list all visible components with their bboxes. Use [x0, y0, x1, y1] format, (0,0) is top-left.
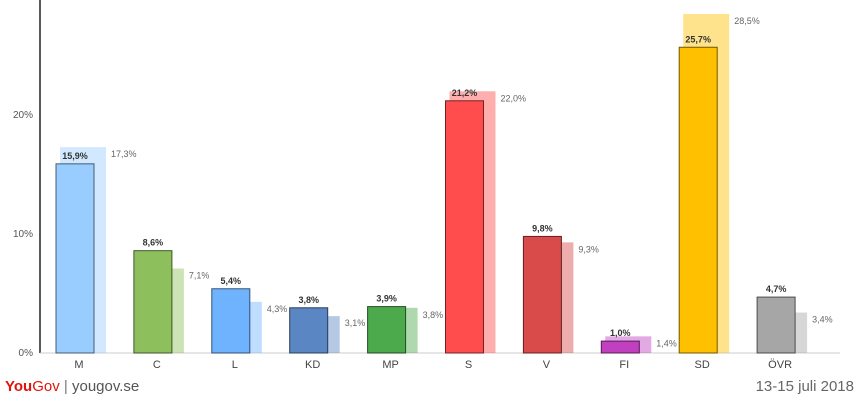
- bar-current-s: [445, 100, 484, 354]
- value-label-previous: 4,3%: [267, 304, 288, 314]
- value-label-current: 4,7%: [766, 284, 787, 294]
- bar-current-fi: [600, 340, 640, 354]
- category-label: M: [74, 359, 83, 370]
- category-label: MP: [382, 359, 399, 370]
- value-label-current: 1,0%: [610, 328, 631, 338]
- category-label: KD: [305, 359, 320, 370]
- y-tick-label: 0%: [19, 348, 34, 359]
- category-label: L: [232, 359, 238, 370]
- value-labels-group: 15,9% 17,3% 8,6% 7,1% 5,4% 4,3% 3,8% 3,1% 3,9% 3,…: [62, 16, 832, 348]
- brand-logo-gov: Gov: [32, 378, 60, 395]
- value-label-current: 8,6%: [143, 238, 164, 248]
- bar-current-v: [522, 235, 562, 354]
- bar-current-sd: [678, 46, 718, 354]
- footer-separator: |: [63, 378, 68, 395]
- y-tick-label: 10%: [13, 229, 33, 240]
- value-label-previous: 22,0%: [501, 93, 527, 103]
- bar-current-c: [133, 250, 173, 354]
- bar-current-övr: [756, 296, 796, 354]
- y-axis-ticks: 0% 10% 20%: [13, 110, 33, 359]
- bars-group: [55, 13, 808, 354]
- footer-site: yougov.se: [71, 378, 140, 395]
- category-labels-group: M C L KD MP S V FI SD ÖVR: [74, 359, 792, 370]
- value-label-current: 5,4%: [221, 276, 242, 286]
- value-label-previous: 3,8%: [423, 310, 444, 320]
- value-label-previous: 3,4%: [812, 315, 833, 325]
- footer-brand: YouGov | yougov.se: [5, 378, 139, 395]
- footer-date: 13-15 juli 2018: [755, 378, 854, 395]
- bar-chart: 0% 10% 20% 15,9% 17,3% 8,6% 7,1% 5,4% 4,3% 3,8% 3…: [13, 0, 840, 370]
- category-label: FI: [619, 359, 629, 370]
- value-label-previous: 28,5%: [734, 16, 760, 26]
- category-label: ÖVR: [768, 359, 792, 370]
- value-label-current: 15,9%: [62, 151, 88, 161]
- bar-current-mp: [367, 306, 407, 354]
- bar-current-m: [55, 163, 95, 354]
- value-label-previous: 17,3%: [111, 149, 137, 159]
- value-label-previous: 1,4%: [656, 338, 677, 348]
- category-label: SD: [695, 359, 710, 370]
- bar-current-kd: [289, 307, 329, 354]
- category-label: S: [465, 359, 472, 370]
- value-label-current: 3,9%: [376, 294, 397, 304]
- value-label-current: 3,8%: [298, 295, 319, 305]
- value-label-current: 21,2%: [452, 88, 478, 98]
- value-label-current: 9,8%: [532, 223, 553, 233]
- y-tick-label: 20%: [13, 110, 33, 121]
- value-label-previous: 9,3%: [578, 244, 599, 254]
- category-label: C: [153, 359, 161, 370]
- value-label-previous: 3,1%: [345, 318, 366, 328]
- category-label: V: [543, 359, 551, 370]
- value-label-current: 25,7%: [685, 34, 711, 44]
- brand-logo-you: You: [5, 378, 33, 395]
- bar-current-l: [211, 288, 251, 354]
- value-label-previous: 7,1%: [189, 271, 210, 281]
